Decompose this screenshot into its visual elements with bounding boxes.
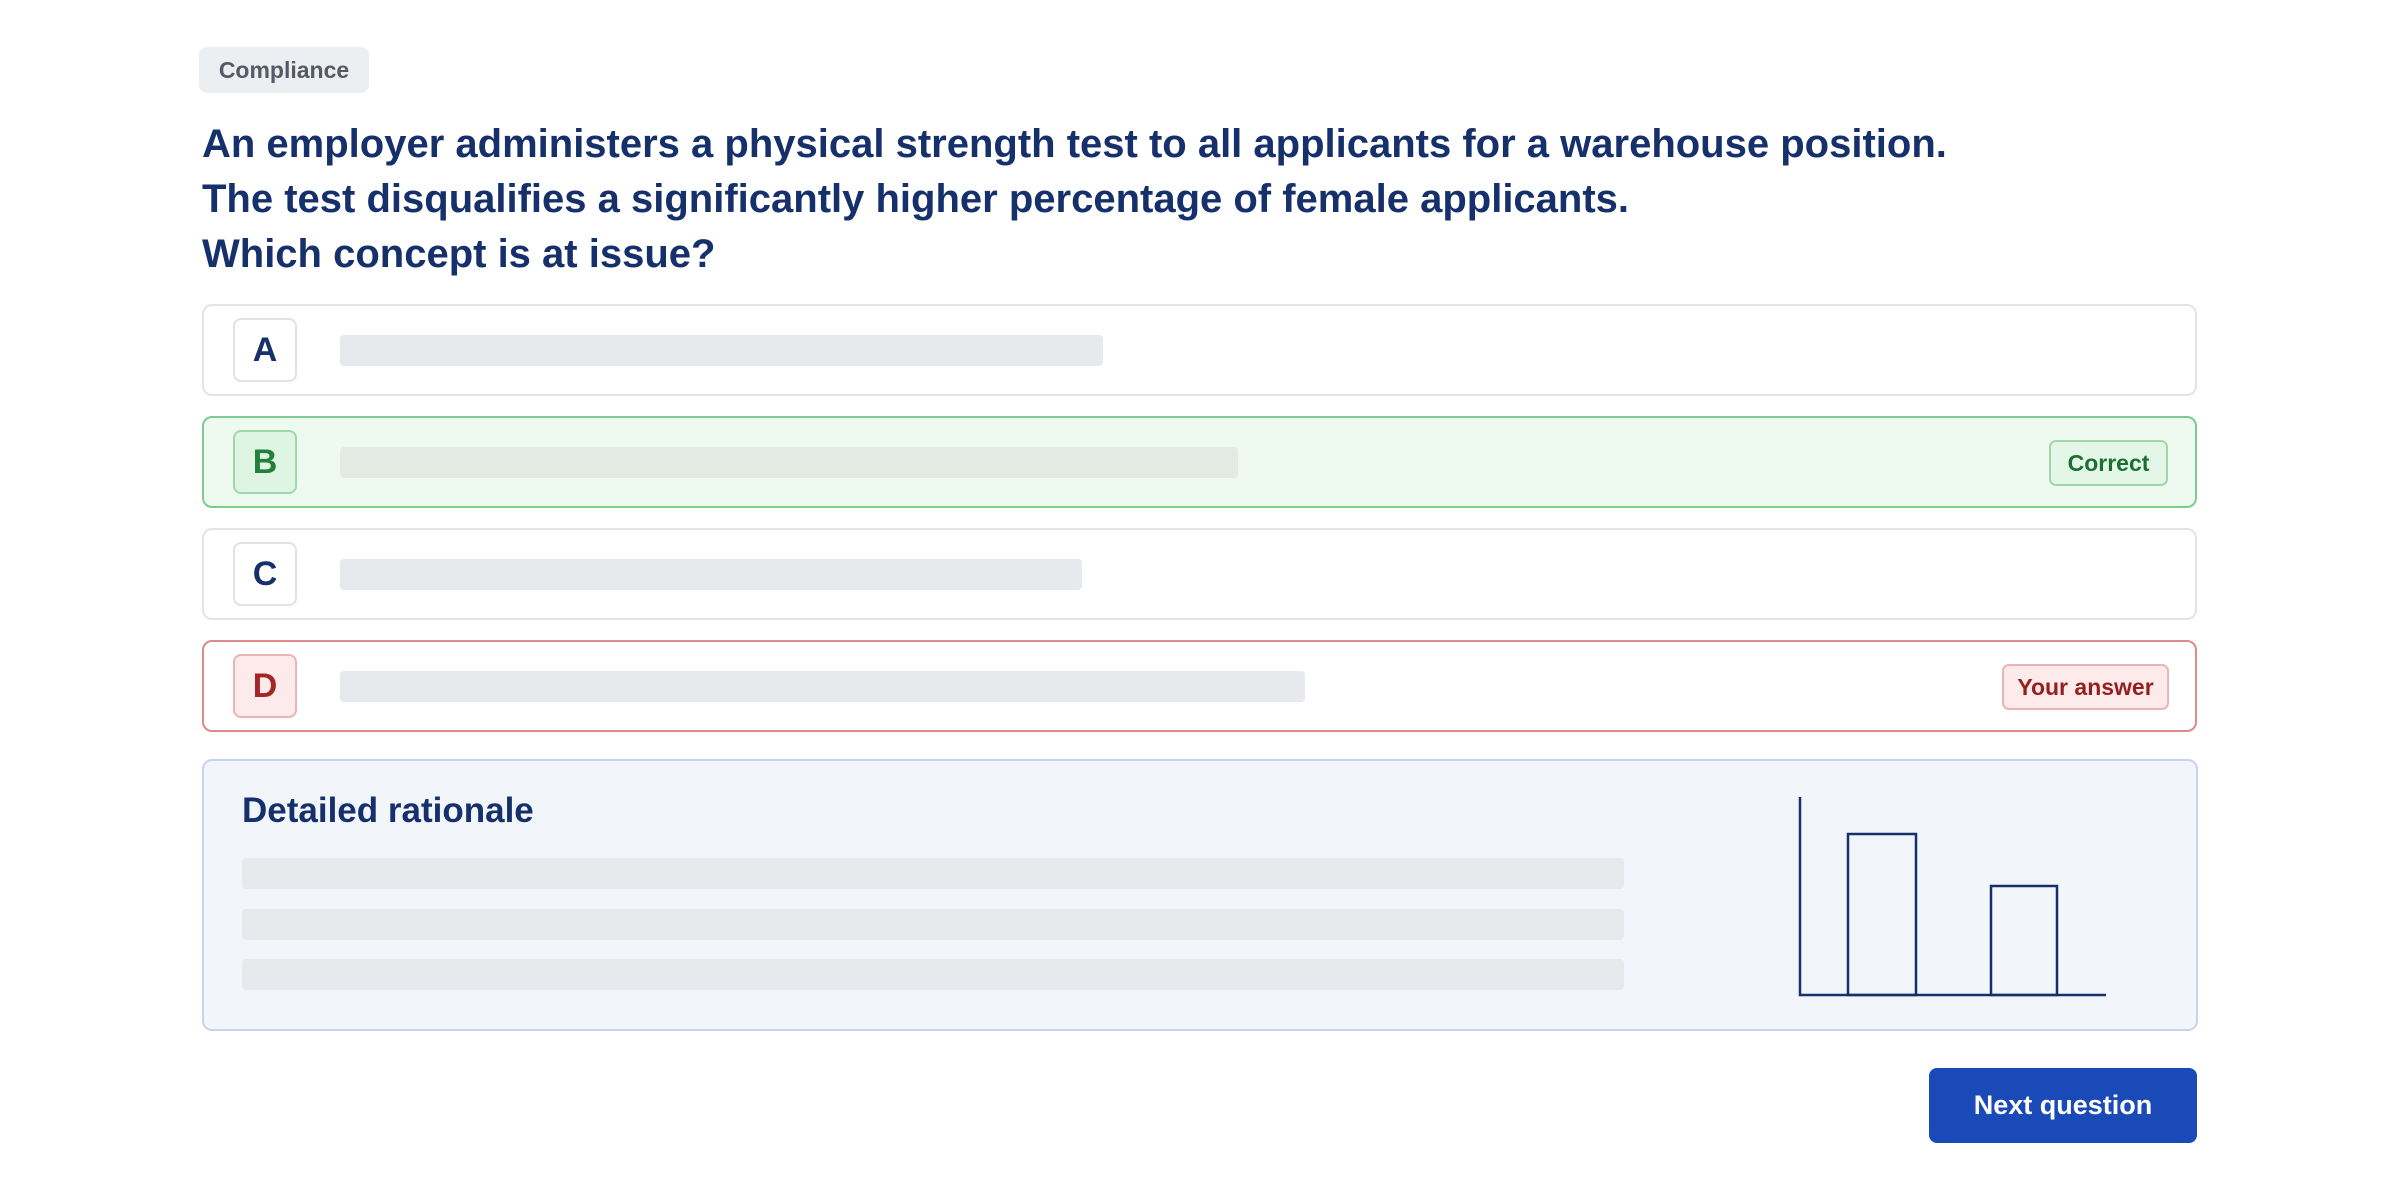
option-letter: B xyxy=(233,430,297,494)
rationale-title: Detailed rationale xyxy=(242,791,534,830)
option-letter: D xyxy=(233,654,297,718)
text-placeholder xyxy=(340,335,1103,366)
text-placeholder xyxy=(340,447,1238,478)
rationale-panel: Detailed rationale xyxy=(202,759,2198,1031)
text-placeholder xyxy=(340,559,1082,590)
question-line: The test disqualifies a significantly hi… xyxy=(202,177,1630,221)
option[interactable]: C xyxy=(202,528,2197,620)
question-line: Which concept is at issue? xyxy=(202,232,716,276)
illustration xyxy=(1798,797,2106,997)
option[interactable]: B Correct xyxy=(202,416,2197,508)
next-button[interactable]: Next question xyxy=(1929,1068,2197,1143)
option-letter: C xyxy=(233,542,297,606)
option-letter: A xyxy=(233,318,297,382)
icon-bar xyxy=(1989,884,2059,997)
icon-axes xyxy=(1798,797,2106,997)
category-tag: Compliance xyxy=(199,47,369,93)
option[interactable]: A xyxy=(202,304,2197,396)
your-answer-badge: Your answer xyxy=(2002,664,2169,710)
text-placeholder xyxy=(242,959,1624,990)
option[interactable]: D Your answer xyxy=(202,640,2197,732)
correct-badge: Correct xyxy=(2049,440,2168,486)
text-placeholder xyxy=(242,909,1624,940)
text-placeholder xyxy=(242,858,1624,889)
icon-bar xyxy=(1846,832,1918,997)
text-placeholder xyxy=(340,671,1305,702)
question-line: An employer administers a physical stren… xyxy=(202,122,1947,166)
